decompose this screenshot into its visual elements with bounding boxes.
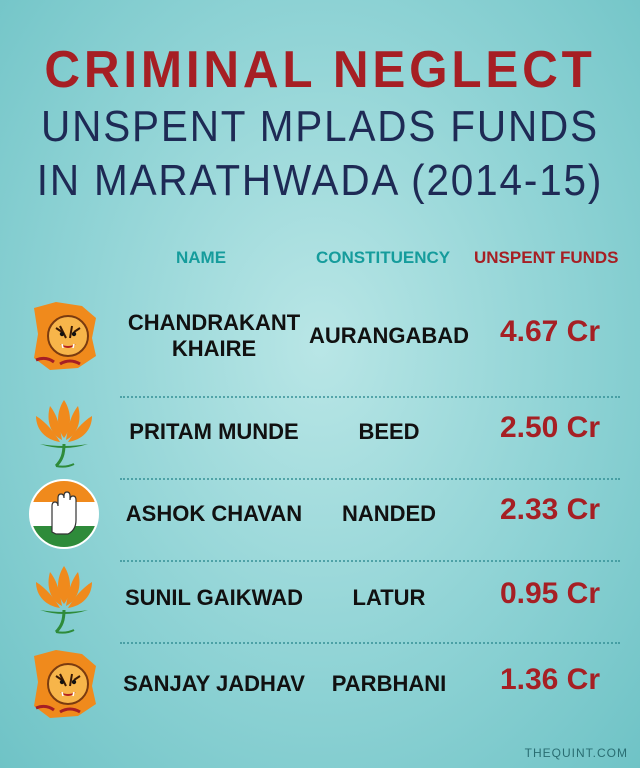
mp-name: ASHOK CHAVAN xyxy=(125,501,303,526)
unspent-funds-value: 0.95 Cr xyxy=(499,577,601,610)
bjp-lotus-icon xyxy=(26,560,102,636)
constituency-cell: LATUR xyxy=(352,585,426,610)
mp-name: SANJAY JADHAV xyxy=(123,671,305,696)
row-divider xyxy=(120,396,620,398)
row-divider xyxy=(120,642,620,644)
subtitle-line-2: IN MARATHWADA (2014-15) xyxy=(26,154,615,208)
mp-name: CHANDRAKANT KHAIRE xyxy=(127,310,301,361)
region-label: IN MARATHWADA xyxy=(36,156,399,205)
constituency-cell: PARBHANI xyxy=(331,671,447,696)
row-divider xyxy=(120,560,620,562)
unspent-funds-value: 2.33 Cr xyxy=(499,493,601,526)
table-row: SUNIL GAIKWAD LATUR 0.95 Cr xyxy=(0,558,640,638)
table-row: PRITAM MUNDE BEED 2.50 Cr xyxy=(0,392,640,472)
bjp-lotus-icon xyxy=(26,394,102,470)
main-title: CRIMINAL NEGLECT xyxy=(44,41,596,99)
column-header-name: NAME xyxy=(176,248,227,267)
shiv-sena-tiger-icon xyxy=(26,646,102,722)
source-watermark: THEQUINT.COM xyxy=(524,746,628,760)
mp-name: SUNIL GAIKWAD xyxy=(124,585,304,610)
unspent-funds-value: 1.36 Cr xyxy=(499,663,601,696)
subtitle-line-1: UNSPENT MPLADS FUNDS xyxy=(41,102,599,151)
column-header-funds: UNSPENT FUNDS xyxy=(474,248,619,267)
table-row: SANJAY JADHAV PARBHANI 1.36 Cr xyxy=(0,644,640,724)
mp-name: PRITAM MUNDE xyxy=(129,419,299,444)
table-header: NAME CONSTITUENCY UNSPENT FUNDS xyxy=(0,248,640,272)
constituency-cell: NANDED xyxy=(341,501,437,526)
row-divider xyxy=(120,478,620,480)
title-block: CRIMINAL NEGLECT UNSPENT MPLADS FUNDS IN… xyxy=(0,40,640,208)
column-header-constituency: CONSTITUENCY xyxy=(316,248,451,267)
congress-hand-icon xyxy=(26,476,102,552)
shiv-sena-tiger-icon xyxy=(26,298,102,374)
constituency-cell: AURANGABAD xyxy=(308,323,470,348)
year-range: (2014-15) xyxy=(411,156,604,205)
constituency-cell: BEED xyxy=(358,419,420,444)
table-row: ASHOK CHAVAN NANDED 2.33 Cr xyxy=(0,474,640,554)
unspent-funds-value: 4.67 Cr xyxy=(499,315,601,348)
unspent-funds-value: 2.50 Cr xyxy=(499,411,601,444)
table-row: CHANDRAKANT KHAIRE AURANGABAD 4.67 Cr xyxy=(0,296,640,376)
